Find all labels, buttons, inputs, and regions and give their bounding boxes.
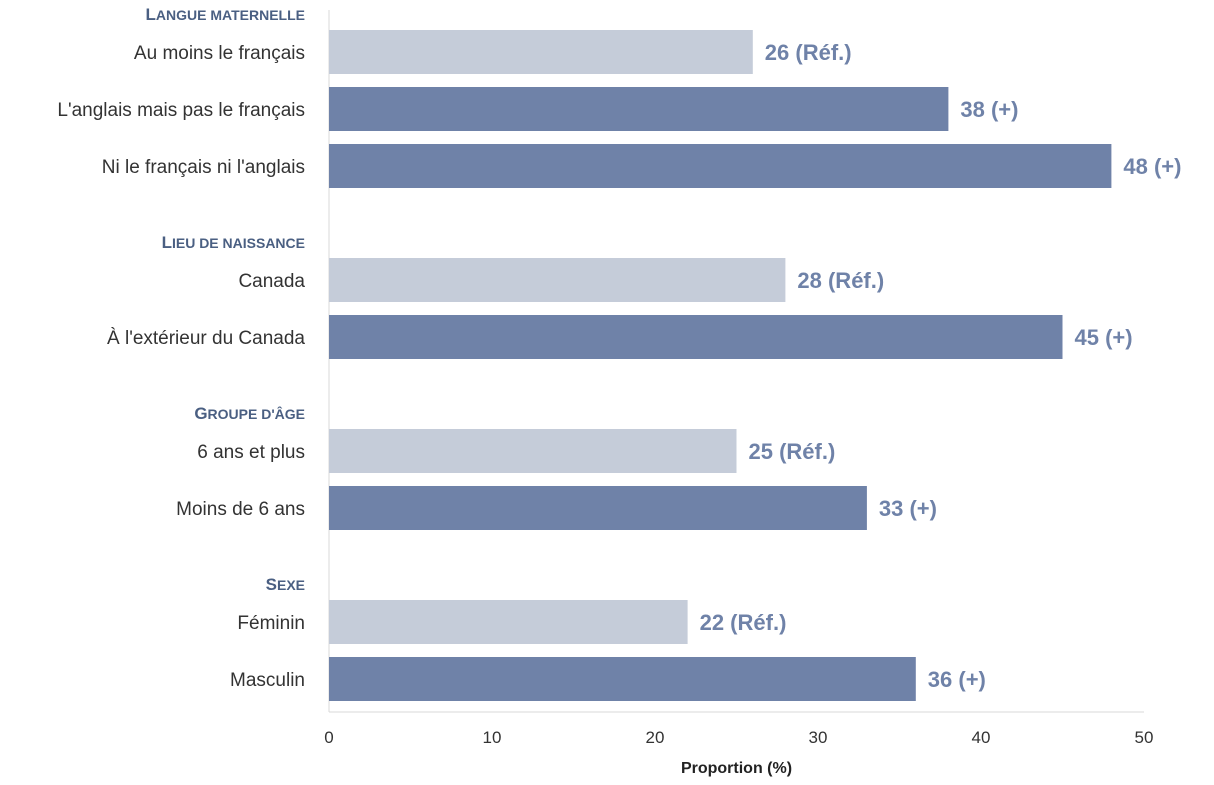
group-heading: LIEU DE NAISSANCE	[162, 233, 305, 252]
category-label: Moins de 6 ans	[176, 499, 305, 520]
group-heading: SEXE	[266, 575, 305, 594]
x-tick-label: 40	[972, 728, 991, 747]
x-tick-label: 30	[809, 728, 828, 747]
category-label: Ni le français ni l'anglais	[102, 157, 305, 178]
value-label: 22 (Réf.)	[700, 610, 787, 635]
bar	[329, 144, 1112, 188]
bar	[329, 30, 753, 74]
category-label: Canada	[238, 271, 305, 292]
category-label: 6 ans et plus	[197, 442, 305, 463]
group-heading: LANGUE MATERNELLE	[146, 5, 305, 24]
bar	[329, 600, 688, 644]
x-tick-label: 20	[646, 728, 665, 747]
value-label: 25 (Réf.)	[749, 439, 836, 464]
x-tick-label: 0	[324, 728, 333, 747]
x-tick-label: 10	[483, 728, 502, 747]
value-label: 28 (Réf.)	[797, 268, 884, 293]
bar	[329, 429, 737, 473]
value-label: 26 (Réf.)	[765, 40, 852, 65]
category-label: Féminin	[237, 613, 305, 634]
bar	[329, 657, 916, 701]
value-label: 45 (+)	[1075, 325, 1133, 350]
category-label: Au moins le français	[134, 43, 305, 64]
bar	[329, 315, 1063, 359]
value-label: 38 (+)	[960, 97, 1018, 122]
bar	[329, 486, 867, 530]
category-label: L'anglais mais pas le français	[57, 100, 305, 121]
value-label: 48 (+)	[1123, 154, 1181, 179]
x-axis-title: Proportion (%)	[681, 760, 792, 777]
category-label: À l'extérieur du Canada	[107, 328, 305, 349]
category-label: Masculin	[230, 670, 305, 691]
bar	[329, 258, 786, 302]
value-label: 36 (+)	[928, 667, 986, 692]
group-heading: GROUPE D'ÂGE	[194, 404, 305, 423]
value-label: 33 (+)	[879, 496, 937, 521]
bar	[329, 87, 949, 131]
x-tick-label: 50	[1135, 728, 1154, 747]
